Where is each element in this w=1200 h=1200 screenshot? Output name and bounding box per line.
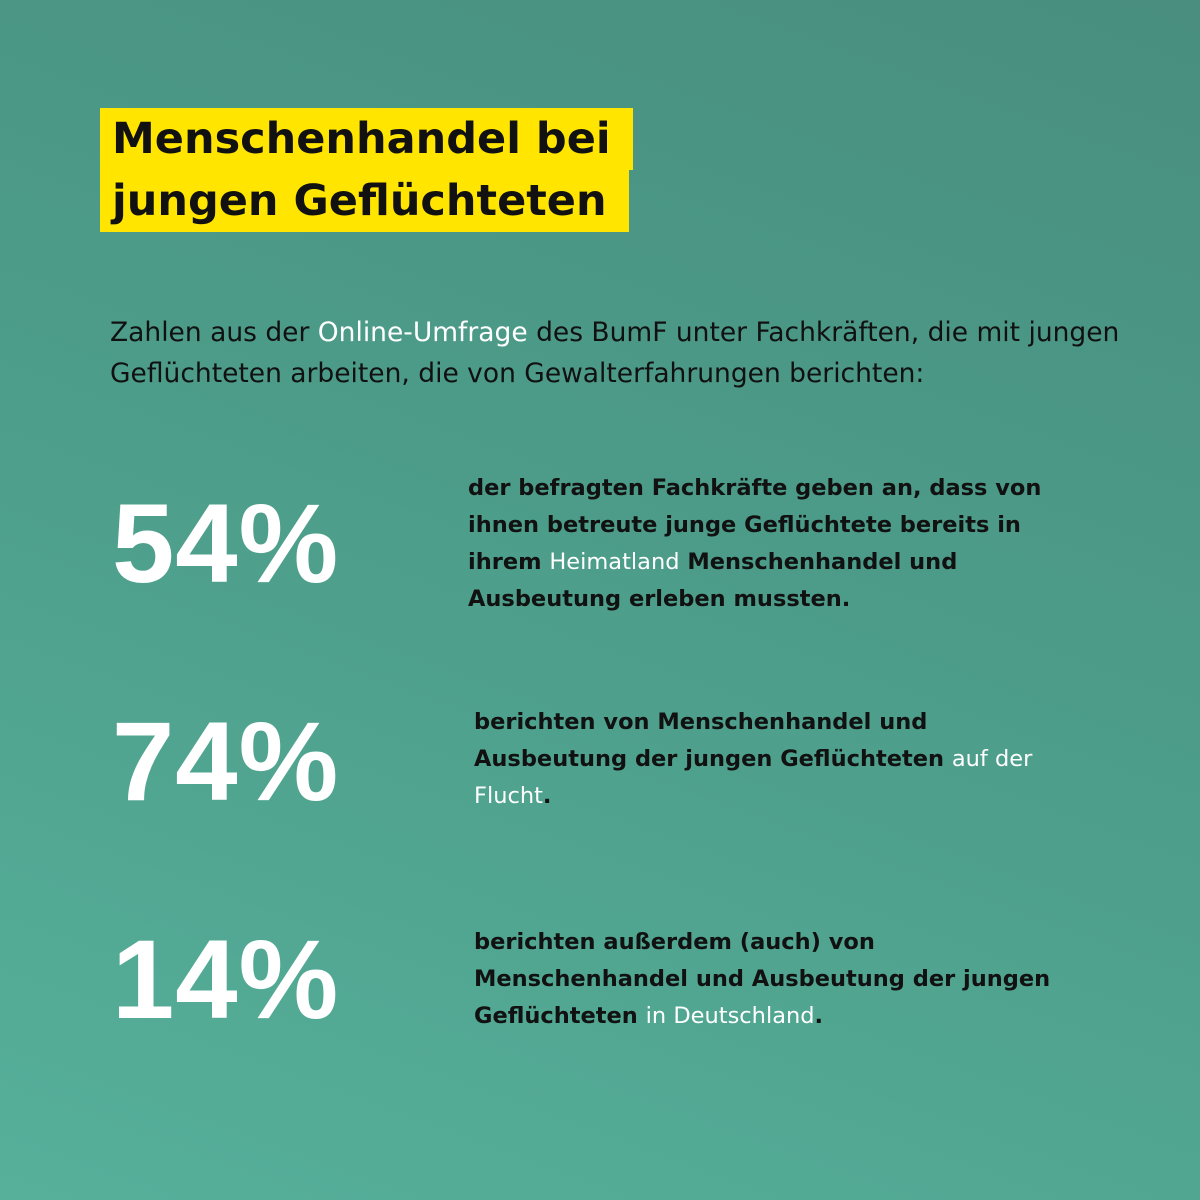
stat-74-highlight: auf der Flucht (474, 746, 1033, 809)
stat-value-74: 74% (112, 699, 340, 824)
stat-14-text-1: berichten außerdem (auch) von Menschenha… (474, 929, 1051, 1029)
stat-14-highlight: in Deutschland (645, 1003, 815, 1029)
intro-highlight: Online-Umfrage (317, 317, 528, 348)
title-block: Menschenhandel bei jungen Geflüchteten (100, 108, 660, 232)
stat-54-highlight: Heimatland (549, 549, 680, 575)
stat-14-text-2: . (814, 1003, 824, 1029)
title-line-2: jungen Geflüchteten (100, 170, 629, 232)
stat-74-text-1: berichten von Menschenhandel und Ausbeut… (474, 709, 952, 772)
stat-value-14: 14% (112, 917, 340, 1042)
title-line-1: Menschenhandel bei (100, 108, 633, 170)
stat-description-14: berichten außerdem (auch) von Menschenha… (474, 924, 1084, 1035)
stat-54-text-2: Menschenhandel und Ausbeutung erleben mu… (468, 549, 958, 612)
stat-description-74: berichten von Menschenhandel und Ausbeut… (474, 704, 1074, 815)
intro-part-2: des BumF unter Fachkräften, die mit jung… (110, 317, 1120, 389)
intro-part-1: Zahlen aus der (110, 317, 318, 348)
stat-description-54: der befragten Fachkräfte geben an, dass … (468, 470, 1088, 618)
stat-value-54: 54% (112, 481, 340, 606)
stat-74-text-2: . (542, 783, 552, 809)
intro-text: Zahlen aus der Online-Umfrage des BumF u… (110, 312, 1170, 394)
stat-54-text-1: der befragten Fachkräfte geben an, dass … (468, 475, 1042, 575)
